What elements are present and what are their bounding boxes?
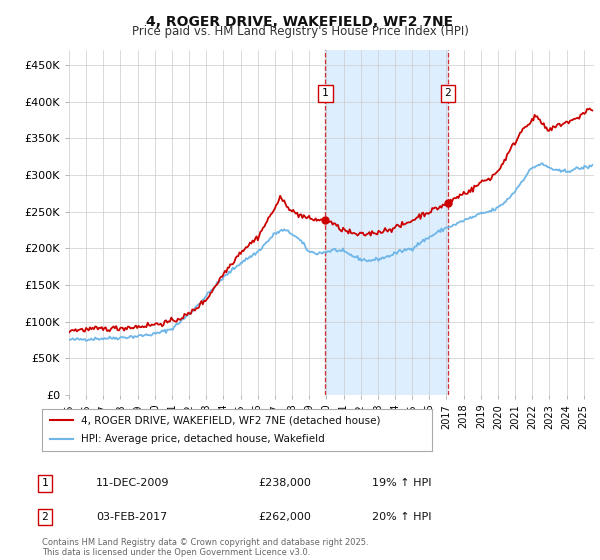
Text: 19% ↑ HPI: 19% ↑ HPI bbox=[372, 478, 431, 488]
Text: 1: 1 bbox=[41, 478, 49, 488]
Text: 20% ↑ HPI: 20% ↑ HPI bbox=[372, 512, 431, 522]
Text: 2: 2 bbox=[41, 512, 49, 522]
Text: 4, ROGER DRIVE, WAKEFIELD, WF2 7NE (detached house): 4, ROGER DRIVE, WAKEFIELD, WF2 7NE (deta… bbox=[81, 415, 380, 425]
Text: 11-DEC-2009: 11-DEC-2009 bbox=[96, 478, 170, 488]
Bar bbox=[325, 50, 448, 395]
Text: 1: 1 bbox=[322, 88, 329, 99]
Text: 4, ROGER DRIVE, WAKEFIELD, WF2 7NE: 4, ROGER DRIVE, WAKEFIELD, WF2 7NE bbox=[146, 15, 454, 29]
Text: 03-FEB-2017: 03-FEB-2017 bbox=[96, 512, 167, 522]
Text: Contains HM Land Registry data © Crown copyright and database right 2025.
This d: Contains HM Land Registry data © Crown c… bbox=[42, 538, 368, 557]
Text: HPI: Average price, detached house, Wakefield: HPI: Average price, detached house, Wake… bbox=[81, 435, 325, 445]
Text: £262,000: £262,000 bbox=[258, 512, 311, 522]
Text: £238,000: £238,000 bbox=[258, 478, 311, 488]
Text: Price paid vs. HM Land Registry's House Price Index (HPI): Price paid vs. HM Land Registry's House … bbox=[131, 25, 469, 38]
Text: 2: 2 bbox=[445, 88, 451, 99]
